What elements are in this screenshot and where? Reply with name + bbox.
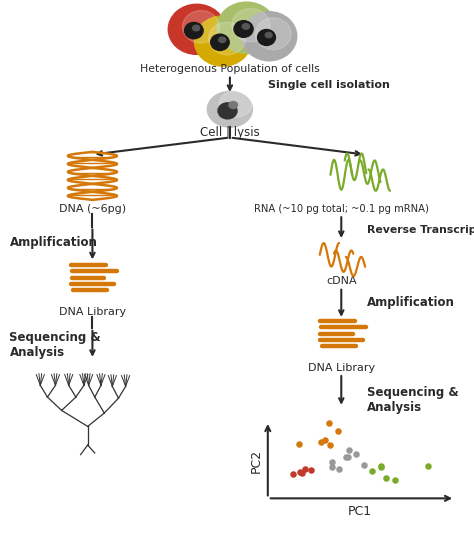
Ellipse shape	[219, 37, 226, 43]
Ellipse shape	[242, 23, 250, 29]
Point	[298, 469, 306, 478]
Point	[346, 445, 353, 454]
Ellipse shape	[257, 29, 275, 45]
Point	[326, 418, 333, 427]
Ellipse shape	[234, 21, 253, 37]
Ellipse shape	[218, 103, 237, 119]
Point	[361, 461, 368, 470]
Text: Single cell isolation: Single cell isolation	[268, 80, 390, 90]
Ellipse shape	[232, 9, 270, 42]
Ellipse shape	[168, 4, 225, 54]
Point	[318, 438, 325, 447]
Text: Heterogenous Population of cells: Heterogenous Population of cells	[140, 64, 320, 74]
Ellipse shape	[242, 12, 297, 61]
Point	[336, 464, 343, 473]
Point	[328, 463, 336, 471]
Point	[328, 458, 336, 466]
Text: DNA Library: DNA Library	[59, 307, 126, 317]
Point	[327, 441, 334, 449]
Text: DNA Library: DNA Library	[308, 363, 375, 373]
Point	[353, 450, 360, 458]
Text: PC2: PC2	[249, 449, 263, 473]
Point	[296, 468, 303, 477]
Point	[377, 463, 385, 471]
Text: Sequencing &
Analysis: Sequencing & Analysis	[367, 386, 459, 414]
Text: RNA (~10 pg total; ~0.1 pg mRNA): RNA (~10 pg total; ~0.1 pg mRNA)	[254, 204, 428, 214]
Ellipse shape	[210, 34, 229, 51]
Point	[321, 436, 329, 445]
Ellipse shape	[182, 11, 219, 43]
Text: PC1: PC1	[348, 505, 372, 518]
Text: Amplification: Amplification	[9, 236, 97, 249]
Ellipse shape	[229, 101, 237, 109]
Text: Sequencing &
Analysis: Sequencing & Analysis	[9, 332, 101, 359]
Text: Reverse Transcription: Reverse Transcription	[367, 225, 474, 235]
Ellipse shape	[207, 92, 252, 127]
Ellipse shape	[209, 22, 246, 55]
Ellipse shape	[217, 2, 276, 53]
Ellipse shape	[184, 22, 203, 39]
Text: cDNA: cDNA	[326, 277, 356, 286]
Text: Cell | lysis: Cell | lysis	[200, 126, 260, 139]
Point	[301, 465, 309, 473]
Point	[383, 474, 390, 483]
Point	[289, 470, 297, 479]
Point	[425, 462, 432, 470]
Ellipse shape	[219, 91, 252, 117]
Ellipse shape	[265, 33, 272, 38]
Point	[308, 465, 315, 474]
Point	[295, 440, 303, 449]
Point	[368, 466, 376, 475]
Text: Amplification: Amplification	[367, 296, 455, 309]
Point	[344, 453, 352, 461]
Point	[378, 462, 385, 471]
Ellipse shape	[194, 16, 251, 66]
Text: DNA (~6pg): DNA (~6pg)	[59, 205, 126, 214]
Ellipse shape	[192, 25, 200, 31]
Point	[335, 427, 342, 436]
Point	[342, 453, 350, 462]
Point	[391, 475, 399, 484]
Ellipse shape	[255, 18, 291, 50]
